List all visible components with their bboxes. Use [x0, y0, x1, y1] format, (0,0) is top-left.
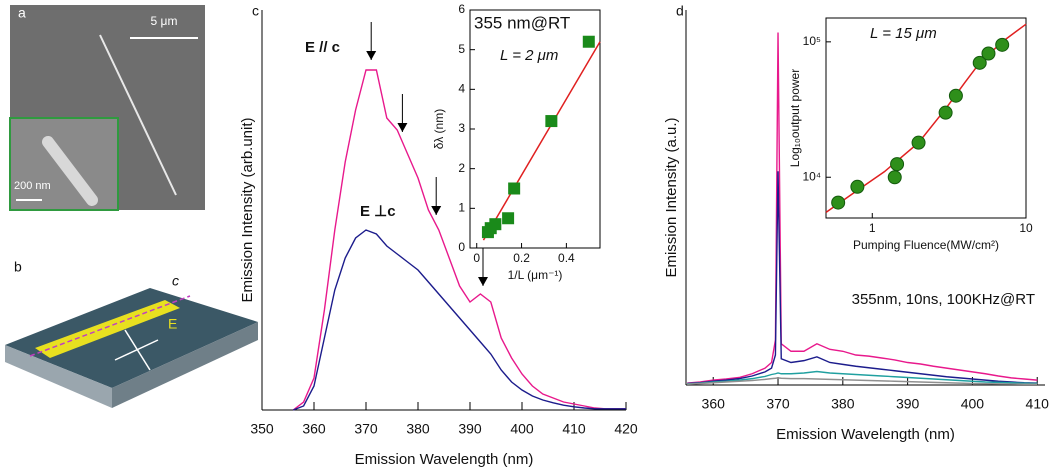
inset-title: 355 nm@RT [474, 13, 570, 32]
point [890, 157, 905, 172]
peak-arrowhead [431, 206, 442, 215]
y-axis-label: δλ (nm) [432, 109, 446, 149]
x-axis-label: Pumping Fluence(MW/cm²) [853, 238, 999, 252]
y-tick-label: 0 [458, 240, 465, 254]
point [995, 37, 1010, 52]
y-tick-label: 10⁴ [802, 169, 821, 183]
nanowire-band [35, 300, 180, 358]
series-line [687, 171, 1038, 385]
x-tick-label: 410 [562, 421, 586, 437]
inset-frame [469, 9, 601, 249]
field-arrow [114, 339, 159, 361]
point [489, 218, 502, 231]
x-tick-label: 0.2 [513, 251, 530, 265]
point [887, 170, 902, 185]
series-line [687, 32, 1038, 384]
x-tick-label: 390 [896, 396, 920, 412]
x-tick-label: 390 [458, 421, 482, 437]
y-axis-label: Emission Intensity (arb.unit) [239, 117, 256, 302]
x-tick-label: 400 [961, 396, 985, 412]
x-tick-label: 370 [766, 396, 790, 412]
slab-side [5, 345, 112, 408]
scale-bar-label: 5 μm [151, 14, 178, 28]
y-axis-label: Log₁₀output power [788, 69, 802, 167]
x-tick-label: 410 [1026, 396, 1050, 412]
y-tick-label: 3 [458, 121, 465, 135]
annotation: 355nm, 10ns, 100KHz@RT [852, 291, 1035, 308]
series-line [292, 69, 626, 411]
point [545, 115, 558, 128]
point [502, 212, 515, 225]
panel-label: b [14, 259, 22, 275]
point [850, 179, 865, 194]
field-label: E [168, 316, 177, 332]
slab-front [112, 322, 258, 408]
field-arrow [124, 329, 151, 371]
point [981, 46, 996, 61]
point [948, 88, 963, 103]
x-axis-label: Emission Wavelength (nm) [776, 426, 955, 443]
x-tick-label: 1 [869, 221, 876, 235]
y-tick-label: 6 [458, 2, 465, 16]
peak-arrowhead [366, 51, 377, 60]
x-tick-label: 400 [510, 421, 534, 437]
x-tick-label: 10 [1019, 221, 1033, 235]
panel-label: d [676, 3, 684, 19]
x-tick-label: 0.4 [558, 251, 575, 265]
x-tick-label: 0 [473, 251, 480, 265]
y-tick-label: 1 [458, 201, 465, 215]
annotation: L = 15 μm [870, 25, 937, 42]
x-axis-label: Emission Wavelength (nm) [355, 451, 534, 468]
x-tick-label: 380 [406, 421, 430, 437]
series-line [687, 377, 1038, 385]
point [972, 55, 987, 70]
nanowire [99, 34, 177, 196]
x-tick-label: 420 [614, 421, 638, 437]
annotation: L = 2 μm [500, 47, 558, 64]
panel-label: c [252, 3, 259, 19]
y-tick-label: 5 [458, 42, 465, 56]
point [911, 135, 926, 150]
x-tick-label: 370 [354, 421, 378, 437]
c-axis [29, 295, 191, 357]
peak-arrowhead [397, 123, 408, 132]
nanorod [42, 136, 98, 206]
fit-line [482, 41, 601, 241]
series-label: E // c [305, 39, 340, 56]
series-label: E ⊥c [360, 203, 396, 220]
y-tick-label: 10⁵ [803, 34, 821, 48]
x-axis-label: 1/L (μm⁻¹) [508, 268, 563, 282]
y-tick-label: 4 [458, 82, 465, 96]
series-line [292, 229, 626, 411]
x-tick-label: 360 [702, 396, 726, 412]
inset-scale-bar-label: 200 nm [14, 180, 51, 192]
x-tick-label: 360 [302, 421, 326, 437]
point [831, 195, 846, 210]
peak-arrowhead [478, 277, 488, 286]
x-tick-label: 350 [250, 421, 274, 437]
panel-label: a [18, 5, 26, 21]
y-tick-label: 2 [458, 161, 465, 175]
x-tick-label: 380 [831, 396, 855, 412]
series-line [687, 370, 1038, 385]
y-axis-label: Emission Intensity (a.u.) [663, 117, 680, 277]
point [938, 105, 953, 120]
point [508, 182, 521, 195]
slab-top [5, 288, 258, 388]
point [582, 35, 595, 48]
axis-label: c [172, 273, 179, 289]
